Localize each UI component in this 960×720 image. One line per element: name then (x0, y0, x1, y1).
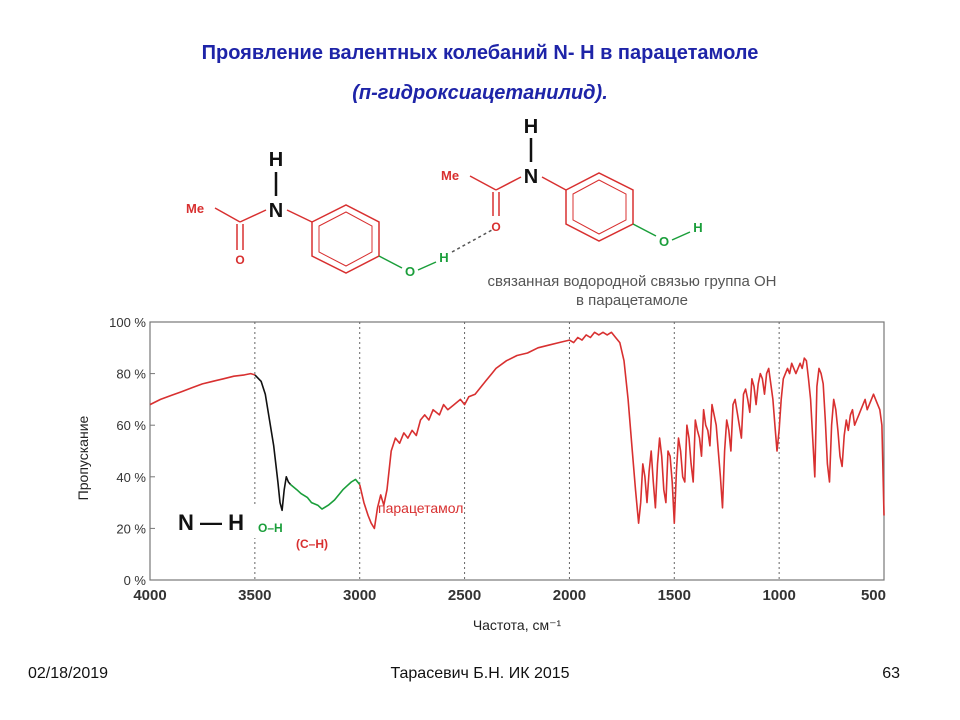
spectrum-segment-4 (358, 331, 885, 530)
bond-ring-o-right (632, 223, 657, 237)
nh-annotation: N — H (178, 510, 244, 535)
atom-h-hydroxyl-right: H (693, 220, 702, 235)
x-tick-label: 500 (861, 587, 886, 604)
slide-title-line2: (п-гидроксиацетанилид). (352, 82, 608, 104)
bond-ring-o-left (378, 255, 403, 269)
hbond-caption-line2: в парацетамоле (576, 292, 688, 309)
spectrum-series (149, 331, 885, 530)
atom-h-hydroxyl-left: H (439, 250, 448, 265)
x-tick-label: 1000 (762, 587, 795, 604)
ch-annotation: (C–H) (296, 537, 328, 551)
spectrum-segment-3 (289, 478, 361, 510)
spectrum-segment-2 (254, 374, 292, 512)
atom-o-carbonyl-left: O (235, 253, 244, 267)
atom-n-right: N (524, 166, 538, 188)
bond-me-c-left (214, 207, 241, 223)
bond-me-c-right (469, 175, 497, 191)
molecule-left: H N Me O O H (186, 149, 449, 279)
y-tick-label: 0 % (124, 573, 147, 588)
bond-c-n-left (239, 209, 267, 223)
plot-frame (149, 321, 885, 581)
y-axis-label: Пропускание (75, 415, 91, 500)
y-tick-labels: 0 % 20 % 40 % 60 % 80 % 100 % (109, 315, 155, 588)
bond-o-h-right (671, 231, 691, 241)
hbond-caption-line1: связанная водородной связью группа ОН (488, 273, 777, 290)
hydrogen-bond-line (451, 229, 493, 253)
group-me-right: Me (441, 168, 459, 183)
footer-author: Тарасевич Б.Н. ИК 2015 (390, 665, 570, 682)
x-tick-label: 1500 (658, 587, 691, 604)
benzene-ring-right-inner (572, 179, 627, 235)
x-tick-label: 3000 (343, 587, 376, 604)
footer-page-number: 63 (882, 665, 900, 682)
footer-date: 02/18/2019 (28, 665, 109, 682)
molecule-right: H N Me O O H (441, 116, 703, 249)
x-tick-label: 2000 (553, 587, 586, 604)
atom-n-left: N (269, 200, 283, 222)
y-tick-label: 40 % (116, 470, 146, 485)
benzene-ring-left-inner (318, 211, 373, 267)
y-tick-label: 20 % (116, 521, 146, 536)
atom-o-hydroxyl-right: O (659, 234, 669, 249)
x-tick-label: 3500 (238, 587, 271, 604)
x-tick-labels: 4000 3500 3000 2500 2000 1500 1000 500 (133, 587, 886, 604)
bond-n-ring-left (286, 209, 313, 223)
slide-title-line1: Проявление валентных колебаний N- H в па… (201, 42, 759, 64)
x-tick-label: 2500 (448, 587, 481, 604)
benzene-ring-left (311, 204, 380, 274)
bond-o-h-left (417, 261, 437, 271)
group-me-left: Me (186, 201, 204, 216)
atom-o-hydroxyl-left: O (405, 264, 415, 279)
nh-label-background (168, 504, 262, 538)
x-tick-label: 4000 (133, 587, 166, 604)
x-axis-label: Частота, см⁻¹ (473, 617, 562, 633)
atom-h-right: H (524, 116, 538, 138)
bond-n-ring-right (541, 176, 567, 191)
y-tick-label: 80 % (116, 367, 146, 382)
y-tick-label: 60 % (116, 418, 146, 433)
atom-h-left: H (269, 149, 283, 171)
series-annotation: парацетамол (378, 500, 463, 516)
oh-annotation: O–H (258, 521, 283, 535)
benzene-ring-right (565, 172, 634, 242)
ir-spectrum-chart: 0 % 20 % 40 % 60 % 80 % 100 % 4000 3500 3000 250… (75, 315, 886, 633)
atom-o-carbonyl-right: O (491, 220, 500, 234)
y-tick-label: 100 % (109, 315, 146, 330)
spectrum-segment-1 (149, 372, 256, 406)
bond-c-n-right (495, 176, 522, 191)
